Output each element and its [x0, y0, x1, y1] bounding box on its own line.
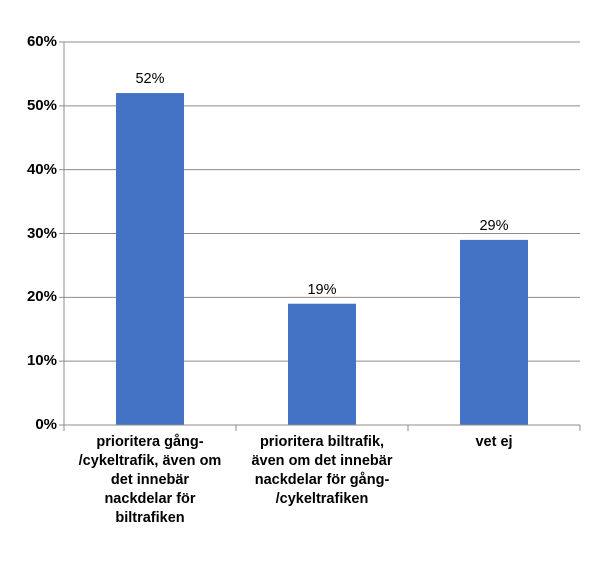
data-label: 29%	[479, 217, 509, 234]
axes	[59, 41, 581, 431]
data-label: 52%	[135, 71, 165, 88]
bar	[288, 303, 356, 425]
x-category-label: prioritera gång- /cykeltrafik, även om d…	[78, 434, 222, 526]
y-tick-label: 50%	[26, 96, 57, 114]
bar	[116, 93, 184, 426]
bar	[460, 239, 528, 425]
bars	[116, 93, 528, 426]
y-tick-label: 40%	[26, 160, 57, 178]
y-tick-label: 20%	[26, 288, 57, 306]
y-tick-label: 60%	[26, 33, 57, 50]
y-tick-label: 30%	[26, 224, 57, 242]
x-category-label: prioritera biltrafik, även om det innebä…	[251, 434, 393, 507]
y-tick-label: 10%	[26, 352, 57, 370]
y-tick-label: 0%	[35, 416, 57, 433]
x-category-label: vet ej	[475, 434, 513, 450]
data-label: 19%	[307, 281, 337, 298]
